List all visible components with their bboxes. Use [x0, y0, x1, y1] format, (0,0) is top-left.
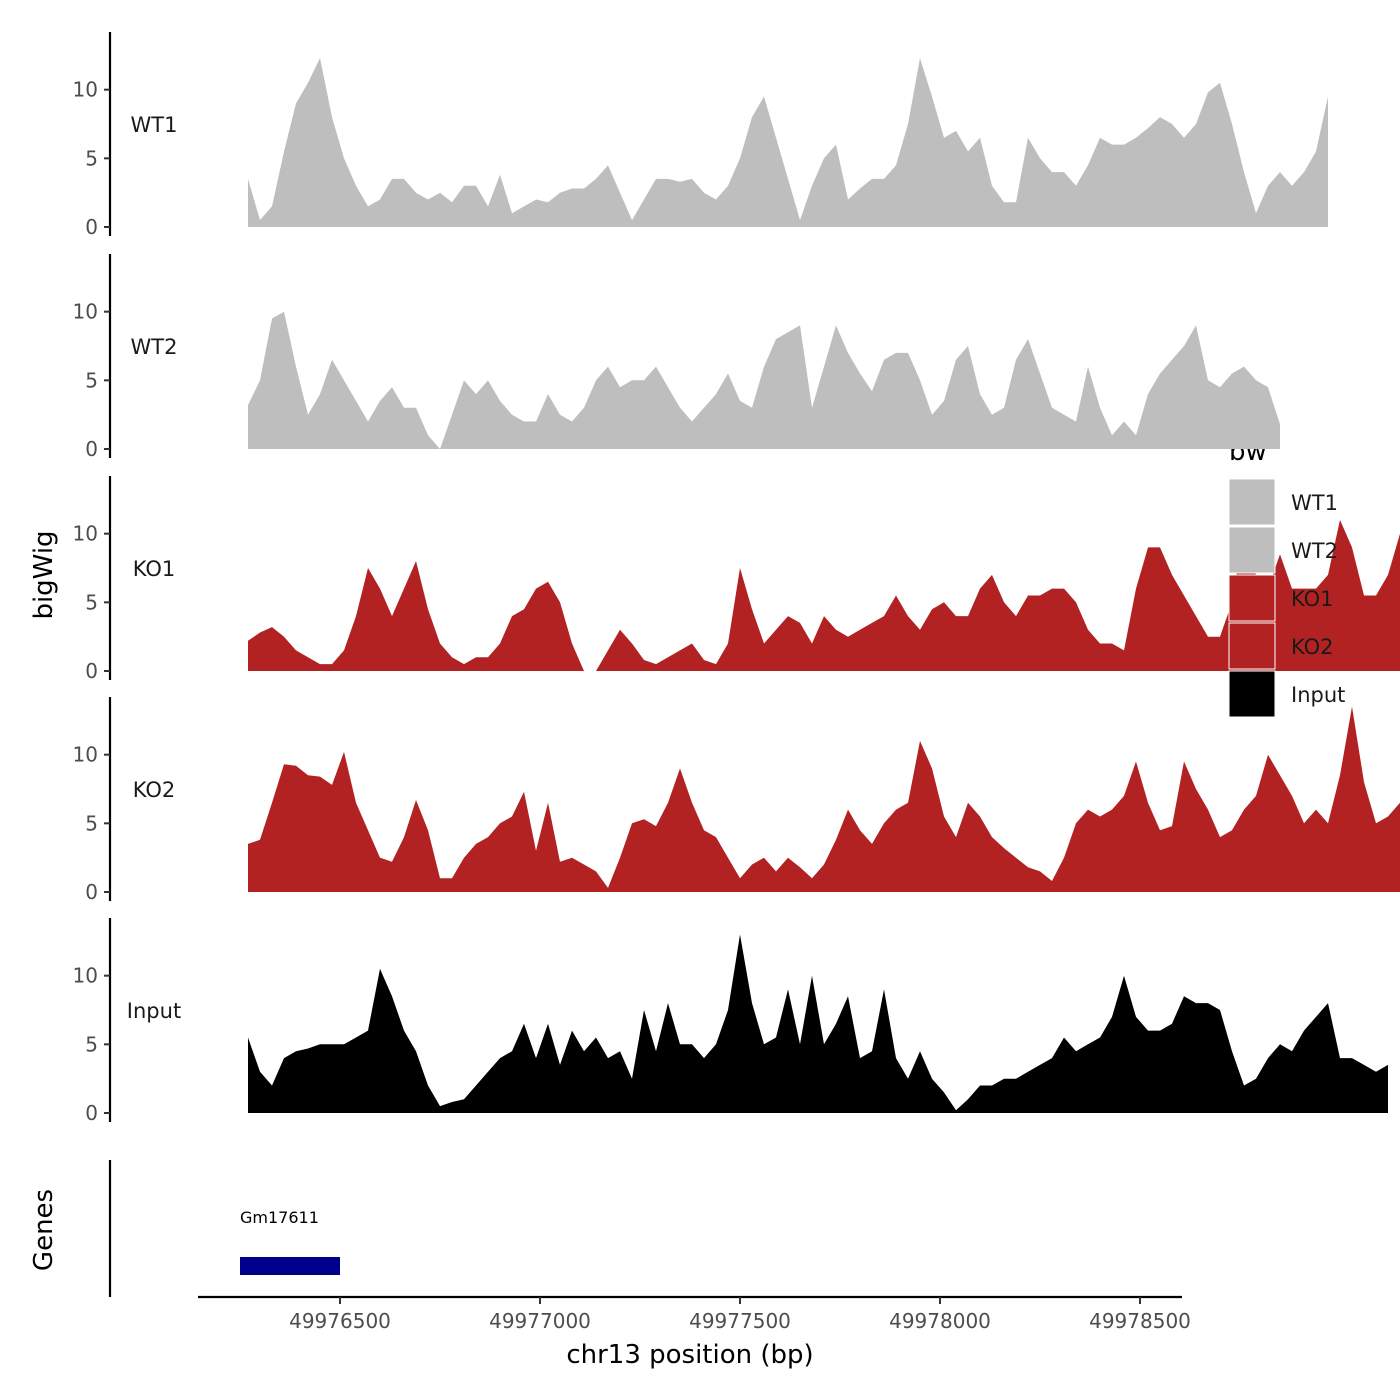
legend-label: WT1 — [1291, 491, 1338, 515]
legend-entry-input: Input — [1228, 670, 1345, 718]
legend-label: Input — [1291, 683, 1345, 707]
y-tick-label: 5 — [85, 590, 98, 614]
legend: WT1 WT2 KO1 KO2 Input — [1228, 478, 1345, 718]
genes-axis-title: Genes — [29, 1189, 59, 1271]
x-tick-label: 49978000 — [889, 1309, 991, 1333]
legend-swatch — [1228, 574, 1276, 622]
y-tick-label: 10 — [73, 300, 98, 324]
legend-entry-wt1: WT1 — [1228, 478, 1338, 526]
track-input: 0 5 10 Input — [73, 918, 1388, 1125]
track-wt1: 0 5 10 WT1 — [73, 32, 1328, 239]
y-tick-label: 10 — [73, 78, 98, 102]
track-area-wt1 — [248, 58, 1328, 227]
x-tick-label: 49976500 — [289, 1309, 391, 1333]
y-tick-label: 10 — [73, 964, 98, 988]
legend-swatch — [1228, 670, 1276, 718]
y-axis-title: bigWig — [29, 530, 59, 619]
track-area-wt2 — [248, 311, 1280, 449]
track-ko1: 0 5 10 KO1 — [73, 476, 1400, 683]
y-tick-label: 0 — [85, 1101, 98, 1125]
y-tick-label: 10 — [73, 522, 98, 546]
y-tick-label: 5 — [85, 811, 98, 835]
y-tick-label: 5 — [85, 146, 98, 170]
legend-label: WT2 — [1291, 539, 1338, 563]
x-axis: 49976500 49977000 49977500 49978000 49978500 — [198, 1295, 1191, 1333]
track-label-ko2: KO2 — [133, 778, 176, 802]
y-tick-label: 0 — [85, 880, 98, 904]
track-area-ko1 — [248, 519, 1400, 671]
legend-swatch — [1228, 526, 1276, 574]
track-area-input — [248, 934, 1388, 1113]
legend-label: KO1 — [1291, 587, 1334, 611]
track-area-ko2 — [248, 706, 1400, 892]
track-wt2: 0 5 10 WT2 — [73, 254, 1280, 461]
y-tick-label: 0 — [85, 659, 98, 683]
track-label-input: Input — [127, 999, 181, 1023]
legend-entry-wt2: WT2 — [1228, 526, 1338, 574]
x-tick-label: 49977000 — [489, 1309, 591, 1333]
y-tick-label: 10 — [73, 743, 98, 767]
x-tick-label: 49977500 — [689, 1309, 791, 1333]
gene-label: Gm17611 — [240, 1208, 319, 1227]
y-tick-label: 5 — [85, 368, 98, 392]
gene-body — [240, 1257, 340, 1275]
tracks-group: 0 5 10 WT1 0 5 10 WT2 0 5 10 KO1 0 5 10 KO2 0 5 10 Input — [73, 32, 1400, 1125]
track-label-wt1: WT1 — [131, 113, 178, 137]
x-axis-title: chr13 position (bp) — [566, 1340, 813, 1370]
y-tick-label: 5 — [85, 1032, 98, 1056]
legend-entry-ko2: KO2 — [1228, 622, 1334, 670]
legend-swatch — [1228, 622, 1276, 670]
gene-gm17611: Gm17611 — [240, 1208, 340, 1275]
y-tick-label: 0 — [85, 437, 98, 461]
track-label-ko1: KO1 — [133, 557, 176, 581]
genes-track: Gm17611 — [108, 1160, 340, 1297]
legend-swatch — [1228, 478, 1276, 526]
legend-label: KO2 — [1291, 635, 1334, 659]
track-label-wt2: WT2 — [131, 335, 178, 359]
legend-entry-ko1: KO1 — [1228, 574, 1334, 622]
y-tick-label: 0 — [85, 215, 98, 239]
track-ko2: 0 5 10 KO2 — [73, 697, 1400, 904]
x-tick-label: 49978500 — [1089, 1309, 1191, 1333]
